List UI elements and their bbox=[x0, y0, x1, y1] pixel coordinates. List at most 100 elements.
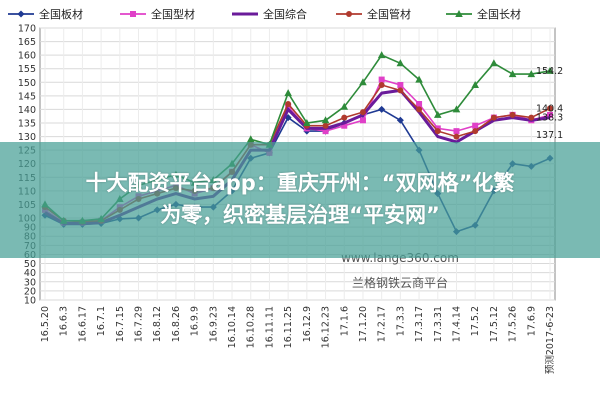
data-point-circle bbox=[509, 111, 516, 118]
x-tick-label: 16.10.14 bbox=[227, 306, 238, 348]
x-tick-label: 17.6.9 bbox=[526, 306, 537, 336]
x-tick-label: 17.5.2 bbox=[470, 306, 481, 336]
x-tick-label: 预测2017-6-23 bbox=[545, 306, 556, 374]
data-point-diamond bbox=[396, 116, 404, 124]
data-point-circle bbox=[490, 114, 497, 121]
data-point-diamond bbox=[17, 10, 25, 18]
data-point-square bbox=[130, 11, 136, 17]
data-point-triangle bbox=[490, 59, 498, 67]
data-point-circle bbox=[346, 11, 352, 17]
data-point-triangle bbox=[455, 10, 463, 17]
x-tick-label: 16.6.17 bbox=[77, 306, 88, 342]
data-point-triangle bbox=[527, 70, 536, 78]
y-tick-label: 20 bbox=[24, 286, 36, 297]
x-tick-label: 16.5.20 bbox=[40, 306, 51, 342]
end-value-label: 138.3 bbox=[536, 113, 563, 124]
data-point-circle bbox=[322, 122, 329, 129]
x-tick-label: 16.11.11 bbox=[264, 306, 275, 348]
x-tick-label: 17.3.17 bbox=[414, 306, 425, 342]
y-tick-label: 160 bbox=[18, 51, 36, 62]
headline-overlay-line1[interactable]: 十大配资平台app：重庆开州：“双网格”化繁 bbox=[85, 171, 515, 195]
legend-label: 全国板材 bbox=[39, 7, 83, 21]
x-tick-label: 16.10.28 bbox=[246, 306, 257, 348]
x-tick-label: 16.7.15 bbox=[115, 306, 126, 342]
x-tick-label: 16.7.1 bbox=[96, 306, 107, 336]
data-point-circle bbox=[528, 114, 535, 121]
data-point-triangle bbox=[321, 116, 330, 124]
x-tick-label: 16.12.23 bbox=[321, 306, 332, 348]
data-point-triangle bbox=[508, 70, 517, 78]
data-point-square bbox=[397, 82, 404, 88]
data-point-circle bbox=[378, 82, 385, 88]
x-tick-label: 16.7.29 bbox=[134, 306, 145, 342]
data-point-square bbox=[547, 111, 553, 118]
y-tick-label: 50 bbox=[24, 259, 36, 270]
y-tick-label: 130 bbox=[18, 132, 36, 143]
data-point-triangle bbox=[359, 78, 367, 86]
x-tick-label: 16.12.9 bbox=[302, 306, 313, 342]
y-tick-label: 10 bbox=[24, 296, 36, 307]
x-tick-label: 17.4.14 bbox=[451, 306, 462, 342]
data-point-square bbox=[341, 122, 348, 129]
x-tick-label: 17.2.17 bbox=[377, 306, 388, 342]
x-tick-label: 17.5.26 bbox=[508, 306, 519, 342]
end-value-label: 137.1 bbox=[536, 130, 563, 141]
legend-label: 全国型材 bbox=[151, 7, 195, 21]
end-value-label: 140.4 bbox=[536, 103, 563, 114]
x-tick-label: 16.8.12 bbox=[152, 306, 163, 342]
data-point-square bbox=[359, 117, 366, 124]
x-tick-label: 17.3.3 bbox=[395, 306, 406, 336]
x-tick-label: 16.8.26 bbox=[171, 306, 182, 342]
y-tick-label: 155 bbox=[18, 64, 36, 75]
data-point-square bbox=[453, 128, 460, 135]
y-tick-label: 30 bbox=[24, 277, 36, 288]
y-tick-label: 165 bbox=[18, 37, 36, 48]
x-tick-label: 17.5.12 bbox=[489, 306, 500, 342]
headline-overlay-band bbox=[0, 142, 600, 258]
x-tick-label: 16.6.3 bbox=[59, 306, 70, 336]
x-tick-label: 16.9.23 bbox=[208, 306, 219, 342]
data-point-triangle bbox=[433, 110, 442, 118]
data-point-triangle bbox=[340, 102, 349, 110]
x-tick-label: 17.1.20 bbox=[358, 306, 369, 342]
y-tick-label: 150 bbox=[18, 78, 36, 89]
headline-overlay-line2[interactable]: 为零，织密基层治理“平安网” bbox=[160, 203, 440, 227]
data-point-circle bbox=[416, 106, 423, 113]
x-tick-label: 17.3.31 bbox=[433, 306, 444, 342]
data-point-circle bbox=[285, 101, 292, 107]
y-tick-label: 40 bbox=[24, 268, 36, 279]
legend-label: 全国综合 bbox=[263, 7, 307, 21]
x-tick-label: 16.9.9 bbox=[190, 306, 201, 336]
y-tick-label: 170 bbox=[18, 24, 36, 35]
data-point-triangle bbox=[303, 119, 311, 126]
data-point-circle bbox=[397, 87, 404, 94]
data-point-circle bbox=[453, 133, 460, 140]
data-point-square bbox=[322, 128, 329, 135]
data-point-triangle bbox=[452, 105, 461, 113]
x-tick-label: 17.1.6 bbox=[339, 306, 350, 336]
data-point-circle bbox=[547, 105, 553, 112]
data-point-triangle bbox=[284, 89, 292, 97]
data-point-circle bbox=[341, 114, 348, 121]
x-tick-label: 16.11.25 bbox=[283, 306, 294, 348]
y-tick-label: 145 bbox=[18, 91, 36, 102]
data-point-triangle bbox=[415, 75, 423, 83]
data-point-circle bbox=[359, 109, 366, 116]
data-point-diamond bbox=[378, 105, 386, 113]
data-point-triangle bbox=[377, 51, 386, 59]
y-tick-label: 135 bbox=[18, 119, 36, 130]
data-point-circle bbox=[434, 128, 441, 135]
data-point-square bbox=[472, 122, 479, 129]
end-value-label: 154.2 bbox=[536, 66, 563, 77]
data-point-triangle bbox=[546, 66, 554, 74]
data-point-triangle bbox=[471, 81, 479, 88]
legend-label: 全国管材 bbox=[367, 7, 411, 21]
watermark-platform: 兰格钢铁云商平台 bbox=[352, 275, 448, 290]
y-tick-label: 140 bbox=[18, 105, 36, 116]
data-point-square bbox=[378, 76, 385, 83]
legend-label: 全国长材 bbox=[477, 7, 521, 21]
data-point-circle bbox=[472, 128, 479, 135]
data-point-triangle bbox=[246, 135, 255, 143]
data-point-triangle bbox=[396, 59, 405, 67]
data-point-square bbox=[416, 101, 423, 107]
